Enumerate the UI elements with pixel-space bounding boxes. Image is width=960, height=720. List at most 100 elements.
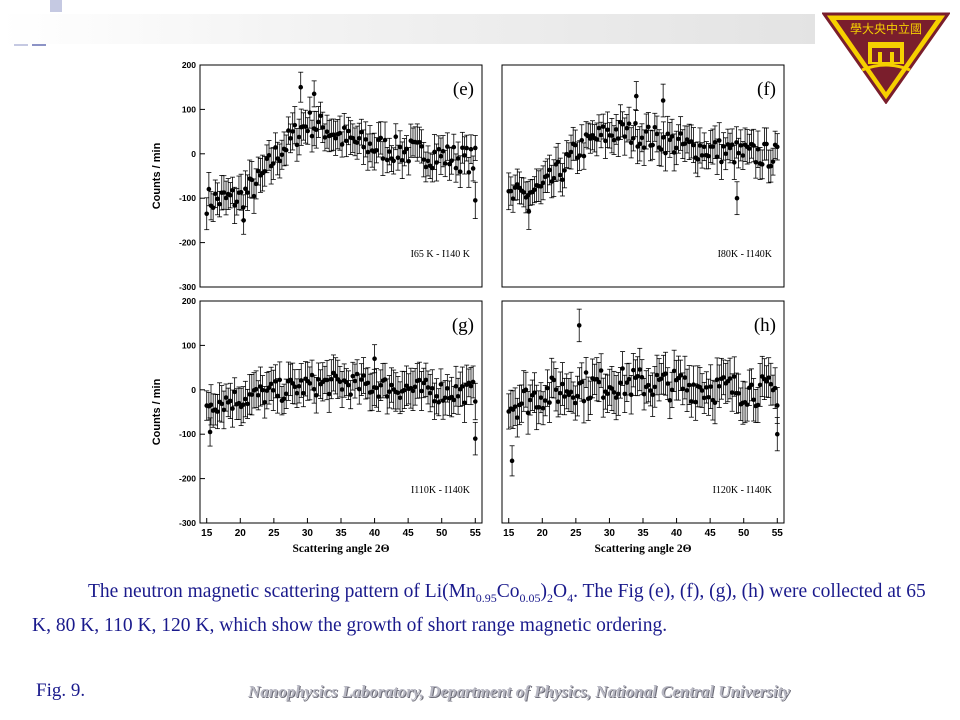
title-bar-gradient [0, 14, 815, 44]
x-tick-label: 20 [235, 528, 247, 539]
data-point [337, 379, 343, 385]
data-point [318, 113, 323, 119]
data-point [223, 395, 229, 400]
data-point [286, 128, 291, 133]
data-point [639, 135, 645, 141]
data-point [266, 153, 272, 158]
data-point [419, 388, 424, 394]
data-point [329, 376, 334, 382]
data-point [764, 141, 769, 147]
data-point [361, 144, 366, 150]
data-point [374, 147, 379, 153]
data-point [255, 392, 261, 398]
data-point [470, 166, 476, 171]
y-axis-label: Counts / min [151, 142, 163, 209]
data-point [316, 377, 321, 382]
data-point [311, 386, 317, 392]
data-point [460, 145, 465, 151]
data-point [575, 393, 580, 399]
data-point [339, 387, 345, 392]
laboratory-footer: Nanophysics Laboratory, Department of Ph… [248, 682, 790, 701]
data-point [691, 142, 696, 148]
data-point [734, 140, 739, 145]
data-point [283, 391, 289, 397]
x-tick-label: 45 [705, 528, 717, 539]
data-point [560, 177, 565, 183]
data-point [613, 395, 619, 400]
data-point [240, 205, 246, 210]
data-point [701, 395, 707, 401]
data-point [387, 389, 392, 395]
data-point [322, 135, 328, 140]
data-point [626, 376, 632, 382]
data-point [725, 142, 731, 147]
data-point [277, 158, 283, 164]
data-point [678, 131, 683, 136]
data-point [669, 387, 675, 393]
data-point [378, 382, 384, 388]
data-point [526, 209, 532, 214]
data-point [363, 137, 369, 142]
data-point [292, 122, 298, 128]
y-tick-label: 200 [182, 296, 196, 306]
data-point [699, 153, 705, 158]
data-point [652, 384, 658, 390]
data-point [356, 386, 362, 392]
data-point [440, 148, 446, 154]
data-point [249, 392, 255, 397]
formula-subscript: 4 [567, 590, 574, 605]
data-point [624, 380, 630, 385]
data-point [555, 399, 561, 405]
data-point [365, 149, 371, 155]
data-point [538, 184, 544, 189]
data-point [369, 389, 375, 395]
data-point [236, 400, 242, 406]
formula-part: O [552, 581, 568, 602]
data-point [399, 157, 405, 163]
x-tick-label: 35 [637, 528, 649, 539]
data-point [542, 398, 548, 403]
formula-part: ) [540, 581, 547, 602]
data-point [462, 400, 467, 406]
data-point [663, 371, 668, 376]
data-point [294, 142, 300, 148]
data-point [727, 376, 733, 381]
data-point [348, 392, 353, 397]
data-point [768, 381, 774, 387]
plot-frame [501, 64, 785, 288]
y-tick-label: 100 [182, 340, 196, 350]
data-point [553, 387, 559, 392]
data-point [540, 405, 546, 411]
data-point [628, 392, 634, 398]
data-point [241, 218, 246, 223]
y-axis-label: Counts / min [151, 378, 163, 445]
data-point [583, 370, 589, 375]
data-point [600, 395, 606, 400]
data-point [359, 377, 364, 382]
data-point [350, 135, 356, 141]
data-point [738, 143, 744, 148]
data-point [536, 404, 542, 410]
data-point [253, 181, 259, 187]
data-point [234, 199, 240, 205]
data-point [359, 129, 364, 135]
data-point [579, 137, 585, 143]
data-point [451, 144, 457, 150]
data-point [455, 394, 461, 399]
data-point [472, 198, 478, 203]
data-point [320, 125, 326, 130]
data-point [460, 384, 465, 389]
plot-frame [199, 64, 483, 288]
data-point [372, 356, 377, 362]
data-point [384, 157, 390, 163]
data-point [557, 390, 563, 396]
data-point [661, 135, 666, 140]
data-point [669, 134, 675, 139]
y-tick-label: 100 [182, 104, 196, 114]
data-point [436, 399, 442, 405]
data-point [324, 377, 330, 383]
data-point [395, 390, 401, 396]
data-point [686, 382, 692, 388]
panel-label: (f) [757, 79, 776, 100]
data-point [646, 382, 651, 388]
